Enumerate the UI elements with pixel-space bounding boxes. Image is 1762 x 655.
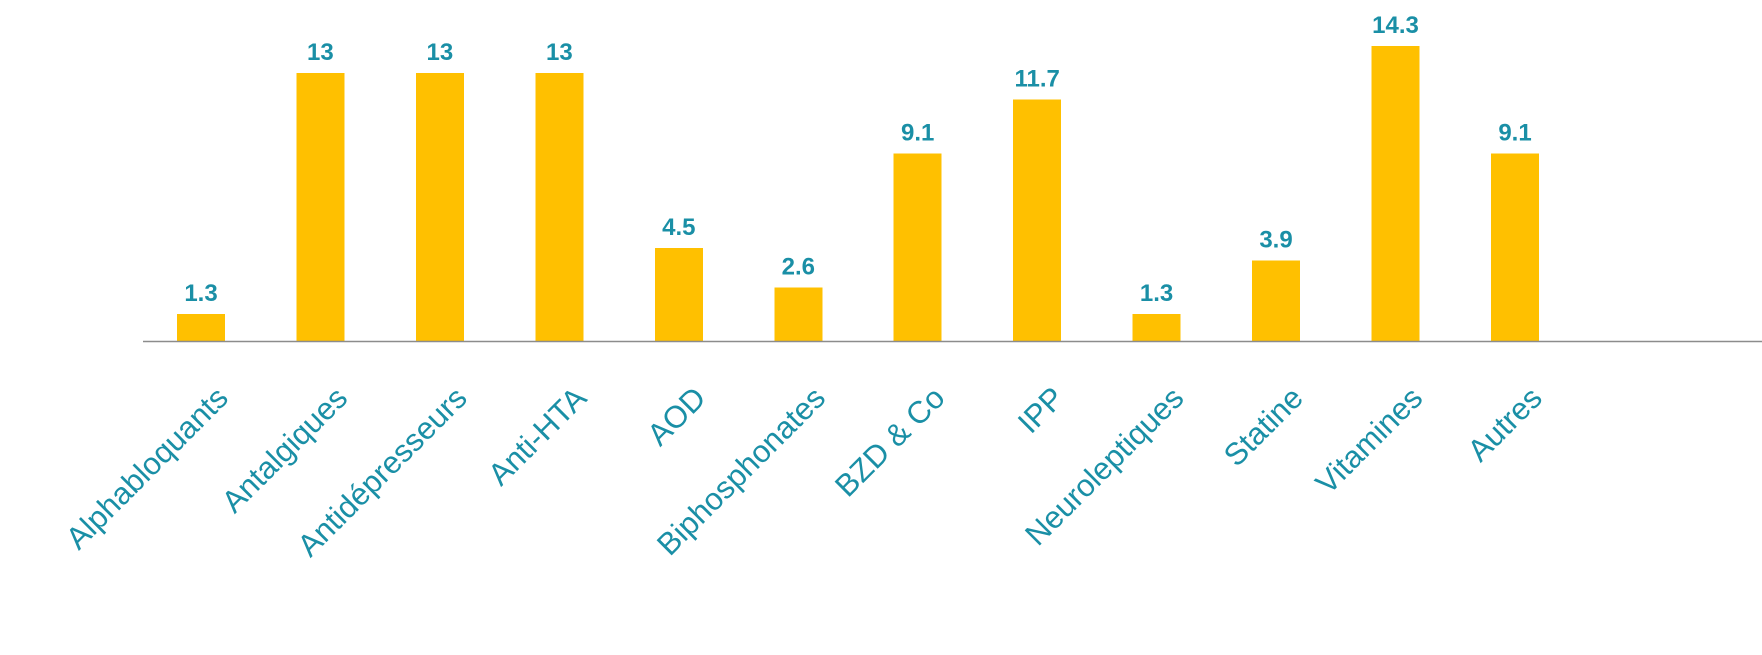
data-label: 4.5 xyxy=(662,214,695,241)
data-labels-group: 1.3 13 13 13 4.5 2.6 9.1 11.7 1.3 3.9 14.3 9.1 xyxy=(184,12,1531,307)
category-label: AOD xyxy=(640,380,712,452)
category-label: Autres xyxy=(1461,380,1549,468)
category-label: Vitamines xyxy=(1309,380,1430,501)
category-label: Statine xyxy=(1217,380,1310,473)
data-label: 13 xyxy=(546,39,573,66)
category-label: BZD & Co xyxy=(828,380,951,503)
data-label: 14.3 xyxy=(1372,12,1419,39)
bar xyxy=(296,72,345,342)
bars-group xyxy=(177,46,1539,342)
bar xyxy=(1371,46,1420,341)
data-label: 1.3 xyxy=(1140,280,1173,307)
category-label: IPP xyxy=(1011,380,1071,440)
bar xyxy=(893,153,942,341)
bar xyxy=(1252,260,1300,341)
bar xyxy=(177,314,225,341)
data-label: 9.1 xyxy=(1498,119,1531,146)
category-label: Anti-HTA xyxy=(481,380,593,492)
data-label: 13 xyxy=(427,39,454,66)
data-label: 2.6 xyxy=(782,253,815,280)
bar xyxy=(535,72,584,342)
data-label: 13 xyxy=(307,39,334,66)
category-labels-group: AlphabloquantsAntalgiquesAntidépresseurs… xyxy=(59,380,1549,563)
bar xyxy=(1013,99,1062,341)
data-label: 3.9 xyxy=(1259,227,1292,254)
category-label: Alphabloquants xyxy=(59,380,235,556)
bar xyxy=(415,72,464,342)
bar xyxy=(1491,153,1539,341)
data-label: 11.7 xyxy=(1015,66,1060,93)
bar xyxy=(774,287,823,341)
bar xyxy=(654,248,703,341)
bar xyxy=(1132,314,1181,341)
data-label: 9.1 xyxy=(901,119,934,146)
data-label: 1.3 xyxy=(184,280,217,307)
